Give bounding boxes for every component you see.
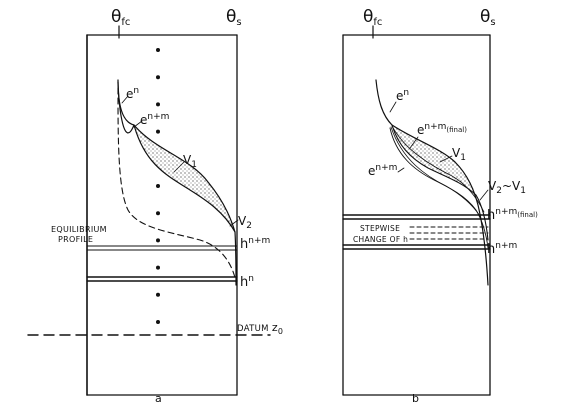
panel-b-caption: b [412, 392, 419, 405]
panel-a-dot [156, 102, 160, 107]
panel-a-theta-fc-label: θfc [111, 7, 130, 28]
panel-a-theta-n-label: en [126, 86, 139, 101]
panel-b-theta-n-leader [389, 101, 397, 113]
panel-a-dot [156, 238, 160, 243]
panel-a-theta-nm-label: en+m [140, 112, 169, 127]
panel-b-hnm-final-label: hn+m(final) [487, 207, 538, 223]
panel-b-theta-s-label: θs [480, 7, 496, 28]
panel-a-dot [156, 211, 160, 216]
panel-a-theta-n-curve [117, 79, 237, 286]
panel-b-theta-n-label: en [396, 88, 409, 103]
panel-a-dot [156, 129, 160, 134]
panel-b-intermediate-curve-1 [390, 126, 481, 217]
panel-a-dot [156, 184, 160, 188]
panel-a-caption: a [155, 392, 162, 405]
panel-b-theta-n-curve [375, 79, 489, 286]
panel-a-v1-label: V1 [183, 153, 197, 170]
panel-a-theta-n-leader [121, 95, 129, 104]
panel-a-v2-label: V2 [238, 214, 252, 231]
panel-b-v2v1-label: V2~V1 [488, 179, 526, 196]
panel-b-intermediate-curve-2 [391, 125, 485, 213]
panel-a-theta-s-label: θs [226, 7, 242, 28]
panel-a-equilibrium-label-line1: EQUILIBRIUM [51, 225, 107, 234]
panel-a-hn-label: hn [240, 274, 254, 290]
panel-a-datum-label: DATUM z0 [237, 321, 283, 336]
panel-b-v1-label: V1 [452, 146, 466, 163]
panel-b-theta-nm-label: en+m [368, 163, 397, 178]
panel-b-stepwise-label-line1: STEPWISE [360, 224, 400, 233]
panel-b-theta-fc-label: θfc [363, 7, 382, 28]
panel-b-theta-nm-leader [397, 167, 405, 173]
panel-a-equilibrium-label-line2: PROFILE [58, 235, 93, 244]
panel-a-equilibrium-profile-curve [117, 87, 237, 283]
panel-a-v1-leader [173, 161, 185, 173]
panel-a-shaded-region-v1 [134, 125, 235, 232]
panel-b-hnm-label: hn+m [487, 241, 517, 257]
panel-a: θfc θs en en+m V1 V2 EQUILIBRIUM PROFIL [27, 7, 283, 405]
panel-a-theta-nm-leader [133, 120, 143, 128]
panel-b-v2v1-leader [479, 189, 489, 201]
panel-a-dot [156, 48, 160, 52]
panel-a-v2-leader [229, 219, 239, 227]
panel-a-dot-column [156, 48, 160, 324]
panel-b-theta-nm-final-leader [409, 136, 419, 149]
panel-a-dot [156, 320, 160, 324]
panel-b-v1-leader [439, 155, 453, 163]
panel-a-dot [156, 292, 160, 297]
panel-a-dot [156, 75, 160, 80]
panel-b-theta-nm-final-label: en+m(final) [417, 122, 467, 137]
panel-b-theta-nm-final-curve [391, 124, 489, 241]
panel-b-stepwise-label-line2: CHANGE OF h [353, 235, 408, 244]
panel-a-hnm-label: hn+m [240, 236, 270, 252]
panel-a-dot [156, 265, 160, 270]
panel-b: θfc θs en en+m(final) en+m V1 V2~V1 [342, 7, 538, 405]
